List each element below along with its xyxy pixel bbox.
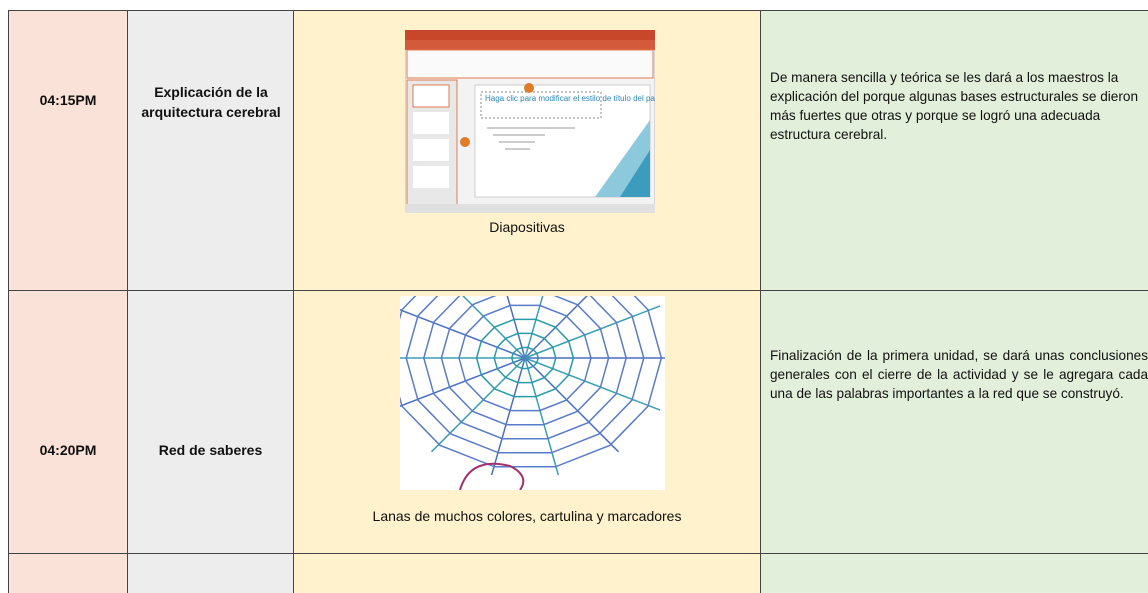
description-cell xyxy=(760,10,1148,291)
slide-title-text: Haga clic para modificar el estilo de tí… xyxy=(485,94,655,103)
time-cell xyxy=(8,553,128,593)
time-cell xyxy=(8,290,128,554)
web-strand xyxy=(458,304,592,412)
activity-cell xyxy=(127,10,294,291)
activity-cell xyxy=(127,290,294,554)
caption: Diapositivas xyxy=(489,219,565,235)
web-strand xyxy=(524,296,588,359)
web-strand xyxy=(400,296,663,468)
description-cell xyxy=(760,290,1148,554)
web-strand xyxy=(400,357,526,407)
activity: Explicación de la arquitectura cerebral xyxy=(141,84,281,120)
web-strand xyxy=(440,296,610,426)
resource-cell xyxy=(293,553,761,593)
web-strand xyxy=(524,357,620,453)
web-strand xyxy=(430,357,526,453)
description: Finalización de la primera unidad, se da… xyxy=(770,348,1148,401)
web-strand xyxy=(493,332,557,384)
web-strand xyxy=(524,305,661,359)
slide-title: Haga clic para modificar el estilo de tí… xyxy=(485,94,655,103)
web-strand xyxy=(423,296,627,440)
spider-web-image xyxy=(400,296,665,490)
description-cell xyxy=(760,553,1148,593)
web-strand xyxy=(506,296,526,359)
web-strand xyxy=(462,296,526,359)
description: De manera sencilla y teórica se les dará… xyxy=(770,70,1139,142)
web-strand xyxy=(511,346,539,370)
time-cell xyxy=(8,10,128,291)
time: 04:15PM xyxy=(39,92,97,108)
web-strand xyxy=(405,296,645,454)
web-strand xyxy=(524,296,544,359)
web-strand xyxy=(459,462,525,490)
web-strand xyxy=(524,357,560,476)
web-strand xyxy=(490,357,526,476)
web-strand xyxy=(475,318,575,398)
activity-cell xyxy=(127,553,294,593)
caption: Lanas de muchos colores, cartulina y mar… xyxy=(372,508,682,524)
time: 04:20PM xyxy=(39,442,97,458)
web-strand xyxy=(400,309,526,359)
slides-screenshot: Haga clic para modificar el estilo de tí… xyxy=(405,30,655,213)
activity: Red de saberes xyxy=(158,442,263,458)
web-strand xyxy=(524,357,661,411)
